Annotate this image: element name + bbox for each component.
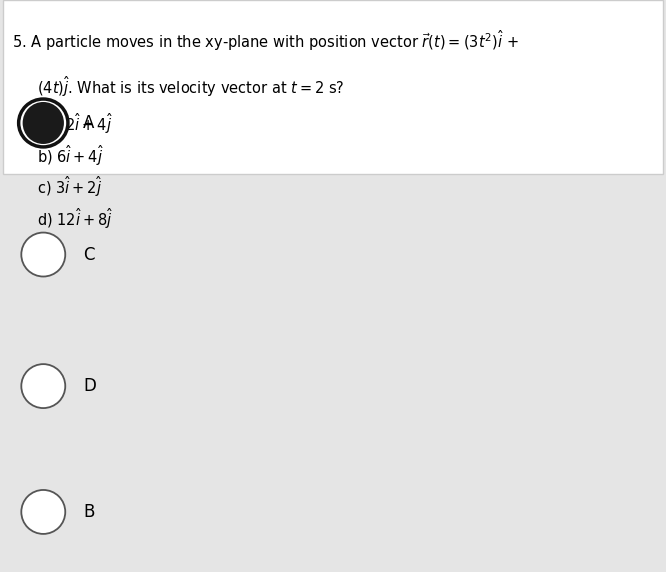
Text: A: A bbox=[83, 114, 95, 132]
Ellipse shape bbox=[19, 99, 68, 147]
Text: 5. A particle moves in the xy-plane with position vector $\vec{r}(t) = (3t^2)\ha: 5. A particle moves in the xy-plane with… bbox=[12, 29, 519, 53]
Text: C: C bbox=[83, 245, 95, 264]
Text: $(4t)\hat{j}$. What is its velocity vector at $t = 2$ s?: $(4t)\hat{j}$. What is its velocity vect… bbox=[37, 74, 344, 99]
Ellipse shape bbox=[21, 490, 65, 534]
FancyBboxPatch shape bbox=[0, 174, 666, 572]
Ellipse shape bbox=[21, 233, 65, 276]
Text: c) $3\hat{i} + 2\hat{j}$: c) $3\hat{i} + 2\hat{j}$ bbox=[37, 174, 102, 199]
Ellipse shape bbox=[23, 102, 64, 144]
Text: a) $12\hat{i} + 4\hat{j}$: a) $12\hat{i} + 4\hat{j}$ bbox=[37, 112, 113, 136]
Text: D: D bbox=[83, 377, 96, 395]
Ellipse shape bbox=[21, 364, 65, 408]
Text: b) $6\hat{i} + 4\hat{j}$: b) $6\hat{i} + 4\hat{j}$ bbox=[37, 143, 103, 168]
FancyBboxPatch shape bbox=[3, 0, 663, 174]
Text: d) $12\hat{i} + 8\hat{j}$: d) $12\hat{i} + 8\hat{j}$ bbox=[37, 206, 113, 231]
Text: B: B bbox=[83, 503, 95, 521]
